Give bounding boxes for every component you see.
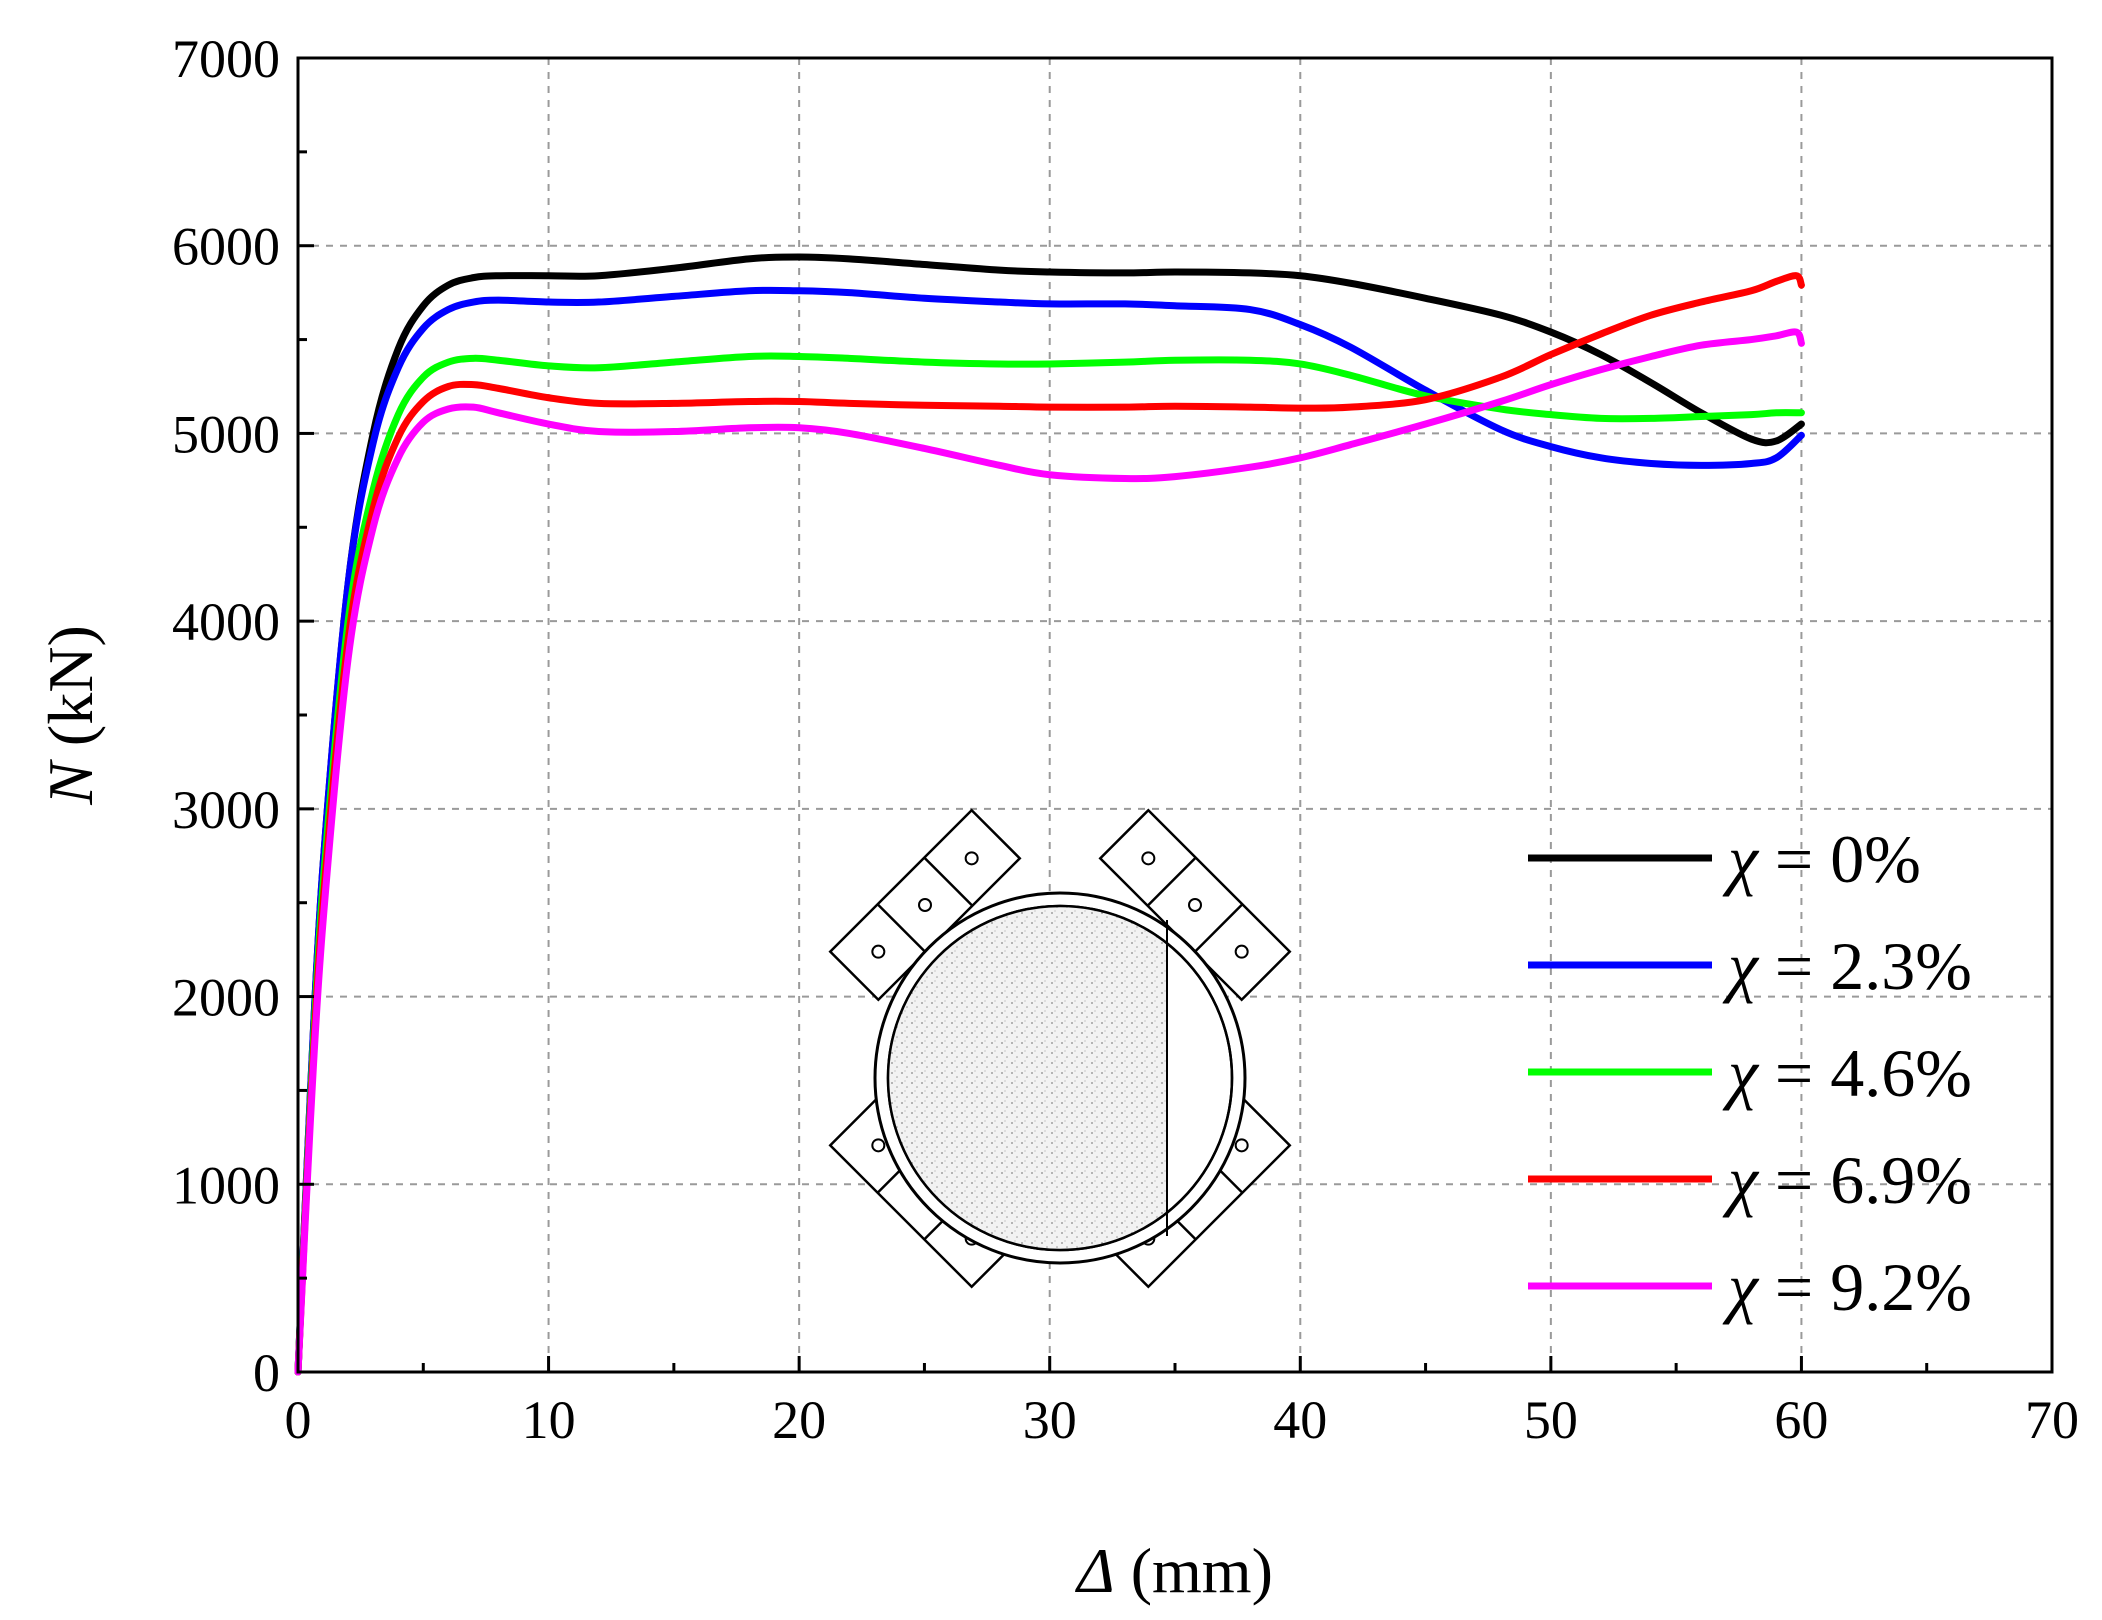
y-tick-label: 4000	[172, 592, 280, 652]
legend-value: = 0%	[1758, 821, 1921, 897]
y-tick-label: 0	[253, 1343, 280, 1403]
x-axis-title: Δ (mm)	[1074, 1535, 1273, 1606]
legend: χ = 0%χ = 2.3%χ = 4.6%χ = 6.9%χ = 9.2%	[1528, 821, 1972, 1325]
x-tick-label: 10	[522, 1390, 576, 1450]
x-tick-label: 60	[1774, 1390, 1828, 1450]
legend-symbol: χ	[1722, 928, 1760, 1004]
legend-label-2: χ = 4.6%	[1722, 1035, 1972, 1111]
legend-value: = 2.3%	[1758, 928, 1972, 1004]
y-tick-label: 2000	[172, 968, 280, 1028]
series-lines	[294, 253, 1805, 1376]
legend-symbol: χ	[1722, 821, 1760, 897]
axes: 0 10 20 30 40 50 60 70 0 1000 2000 3000 4000 5000 6000…	[35, 29, 2079, 1606]
x-tick-label: 50	[1524, 1390, 1578, 1450]
legend-label-4: χ = 9.2%	[1722, 1249, 1972, 1325]
y-tick-label: 5000	[172, 404, 280, 464]
legend-value: = 6.9%	[1758, 1142, 1972, 1218]
legend-symbol: χ	[1722, 1142, 1760, 1218]
legend-symbol: χ	[1722, 1249, 1760, 1325]
legend-value: = 4.6%	[1758, 1035, 1972, 1111]
x-tick-label: 70	[2025, 1390, 2079, 1450]
x-tick-label: 20	[772, 1390, 826, 1450]
y-tick-label: 3000	[172, 780, 280, 840]
x-tick-label: 30	[1023, 1390, 1077, 1450]
series-line-4	[294, 328, 1805, 1376]
y-tick-label: 7000	[172, 29, 280, 89]
x-axis-symbol: Δ	[1074, 1535, 1115, 1606]
x-tick-label: 0	[285, 1390, 312, 1450]
legend-symbol: χ	[1722, 1035, 1760, 1111]
y-axis-symbol: N	[35, 759, 106, 806]
y-tick-label: 6000	[172, 217, 280, 277]
y-axis-unit: (kN)	[35, 625, 106, 762]
concrete-core	[888, 906, 1167, 1250]
legend-label-3: χ = 6.9%	[1722, 1142, 1972, 1218]
x-tick-label: 40	[1273, 1390, 1327, 1450]
y-tick-label: 1000	[172, 1155, 280, 1215]
x-axis-unit: (mm)	[1115, 1535, 1273, 1606]
legend-value: = 9.2%	[1758, 1249, 1972, 1325]
column-section-inset	[828, 808, 1292, 1289]
legend-label-1: χ = 2.3%	[1722, 928, 1972, 1004]
y-axis-title: N (kN)	[35, 625, 106, 806]
series-line-3	[294, 272, 1805, 1376]
legend-label-0: χ = 0%	[1722, 821, 1921, 897]
series-line-1	[294, 286, 1805, 1376]
